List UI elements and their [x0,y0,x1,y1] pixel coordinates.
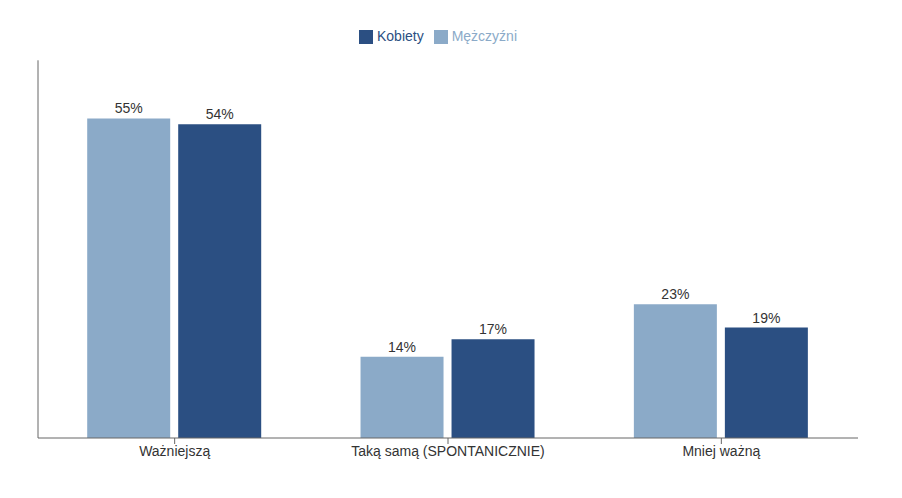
svg-text:Taką samą (SPONTANICZNIE): Taką samą (SPONTANICZNIE) [351,443,544,459]
html-text:Mężczyźni: Mężczyźni [451,28,517,44]
svg-text:55%: 55% [115,100,143,116]
svg-text:17%: 17% [479,321,507,337]
html-text:Kobiety: Kobiety [377,28,424,44]
svg-text:Mniej ważną: Mniej ważną [682,443,760,459]
svg-text:14%: 14% [388,339,416,355]
svg-text:19%: 19% [752,310,780,326]
svg-text:54%: 54% [206,106,234,122]
svg-text:Ważniejszą: Ważniejszą [139,443,210,459]
svg-text:23%: 23% [661,286,689,302]
